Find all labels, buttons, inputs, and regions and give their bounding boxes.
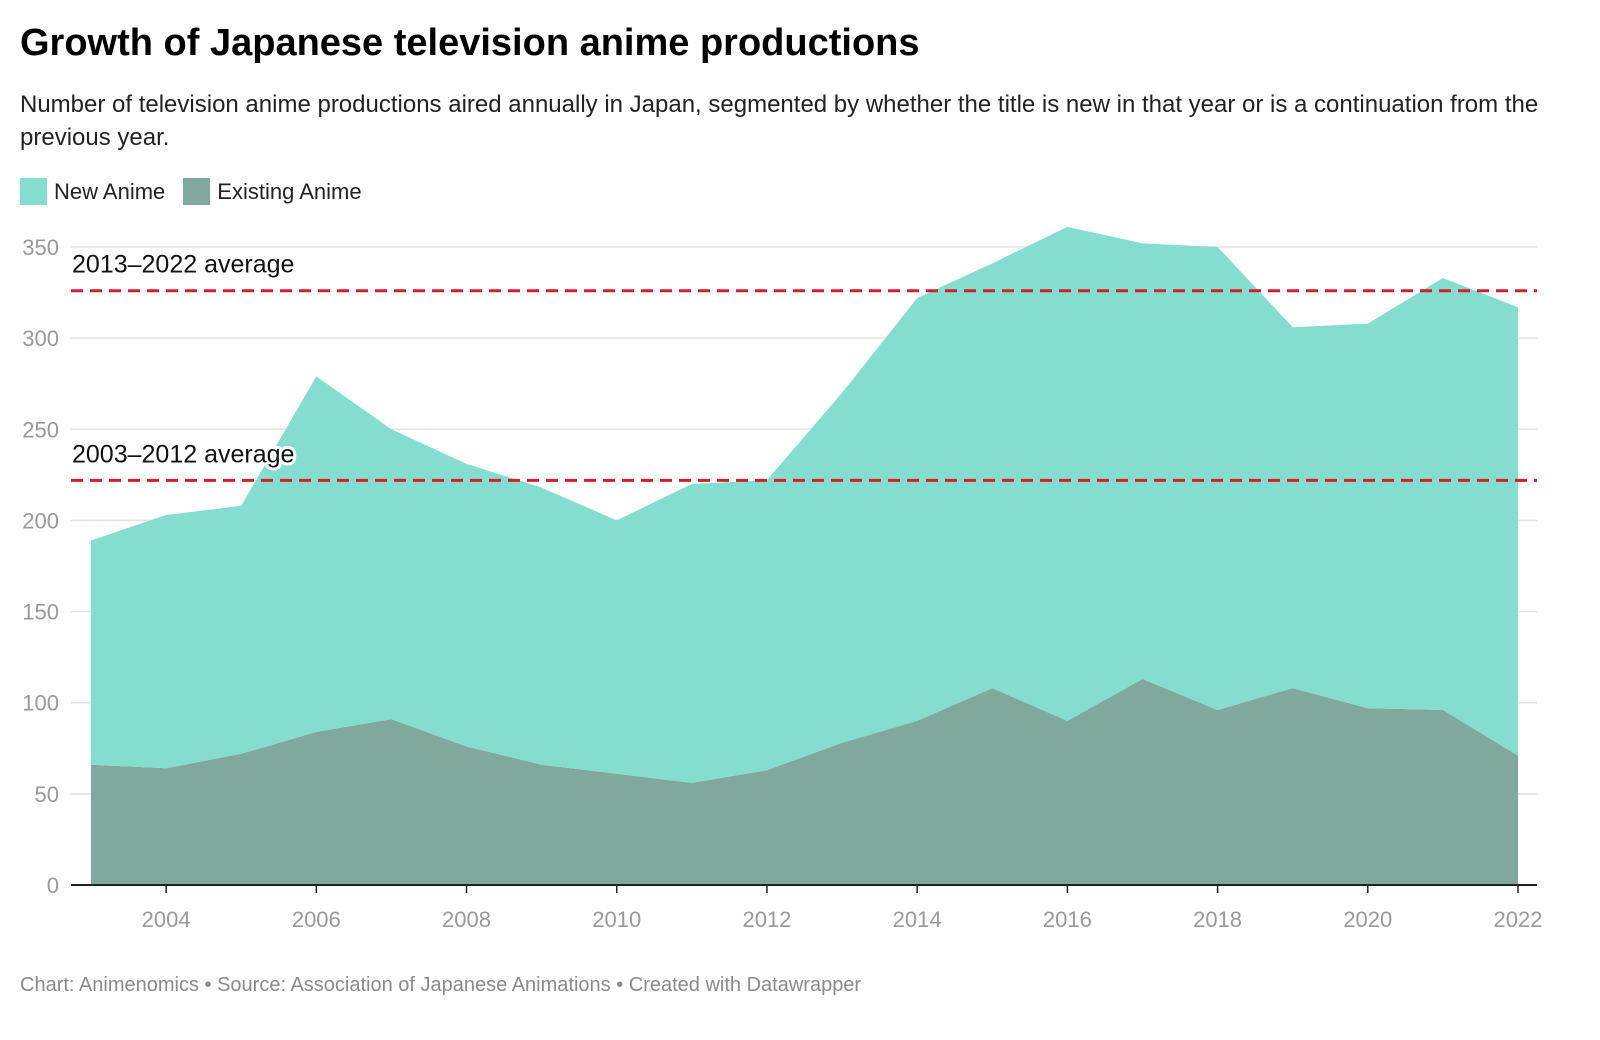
x-tick-label-2006: 2006 [292, 907, 341, 932]
x-tick-label-2008: 2008 [442, 907, 491, 932]
x-tick-label-2020: 2020 [1343, 907, 1392, 932]
legend-label-existing-anime: Existing Anime [217, 178, 362, 204]
legend-label-new-anime: New Anime [54, 178, 166, 204]
y-tick-label-150: 150 [22, 600, 59, 625]
x-tick-label-2016: 2016 [1043, 907, 1092, 932]
chart-title: Growth of Japanese television anime prod… [20, 22, 920, 64]
legend-swatch-existing-anime [183, 178, 211, 205]
reference-line-label-0: 2013–2022 average [72, 251, 294, 279]
y-tick-label-300: 300 [22, 326, 59, 351]
legend-item-existing-anime: Existing Anime [183, 178, 362, 205]
reference-line-label-1: 2003–2012 average [72, 440, 294, 468]
x-tick-label-2010: 2010 [592, 907, 641, 932]
chart-footer: Chart: Animenomics • Source: Association… [20, 974, 862, 996]
x-tick-label-2018: 2018 [1193, 907, 1242, 932]
legend-swatch-new-anime [20, 178, 47, 205]
chart-legend: New Anime Existing Anime [20, 178, 362, 205]
x-tick-label-2004: 2004 [142, 907, 191, 932]
x-tick-label-2014: 2014 [893, 907, 942, 932]
axes: 0 50 100 150 200 250 300 350 2004 2006 2008 2010 201… [22, 235, 1542, 932]
legend-item-new-anime: New Anime [20, 178, 165, 205]
x-tick-label-2012: 2012 [742, 907, 791, 932]
x-tick-label-2022: 2022 [1494, 907, 1543, 932]
area-new-anime [91, 226, 1518, 783]
area-chart: 0 50 100 150 200 250 300 350 2004 2006 2008 2010 201… [22, 226, 1542, 932]
chart-subtitle: Number of television anime productions a… [20, 91, 1539, 151]
y-tick-label-0: 0 [47, 873, 59, 898]
data-areas [91, 226, 1518, 885]
y-tick-label-200: 200 [22, 508, 59, 533]
y-tick-label-100: 100 [22, 691, 59, 716]
reference-lines: 2013–2022 average 2003–2012 average [69, 248, 1537, 482]
y-tick-label-50: 50 [35, 782, 59, 807]
y-tick-label-350: 350 [22, 235, 59, 260]
y-tick-label-250: 250 [22, 417, 59, 442]
area-existing-anime [91, 679, 1518, 885]
